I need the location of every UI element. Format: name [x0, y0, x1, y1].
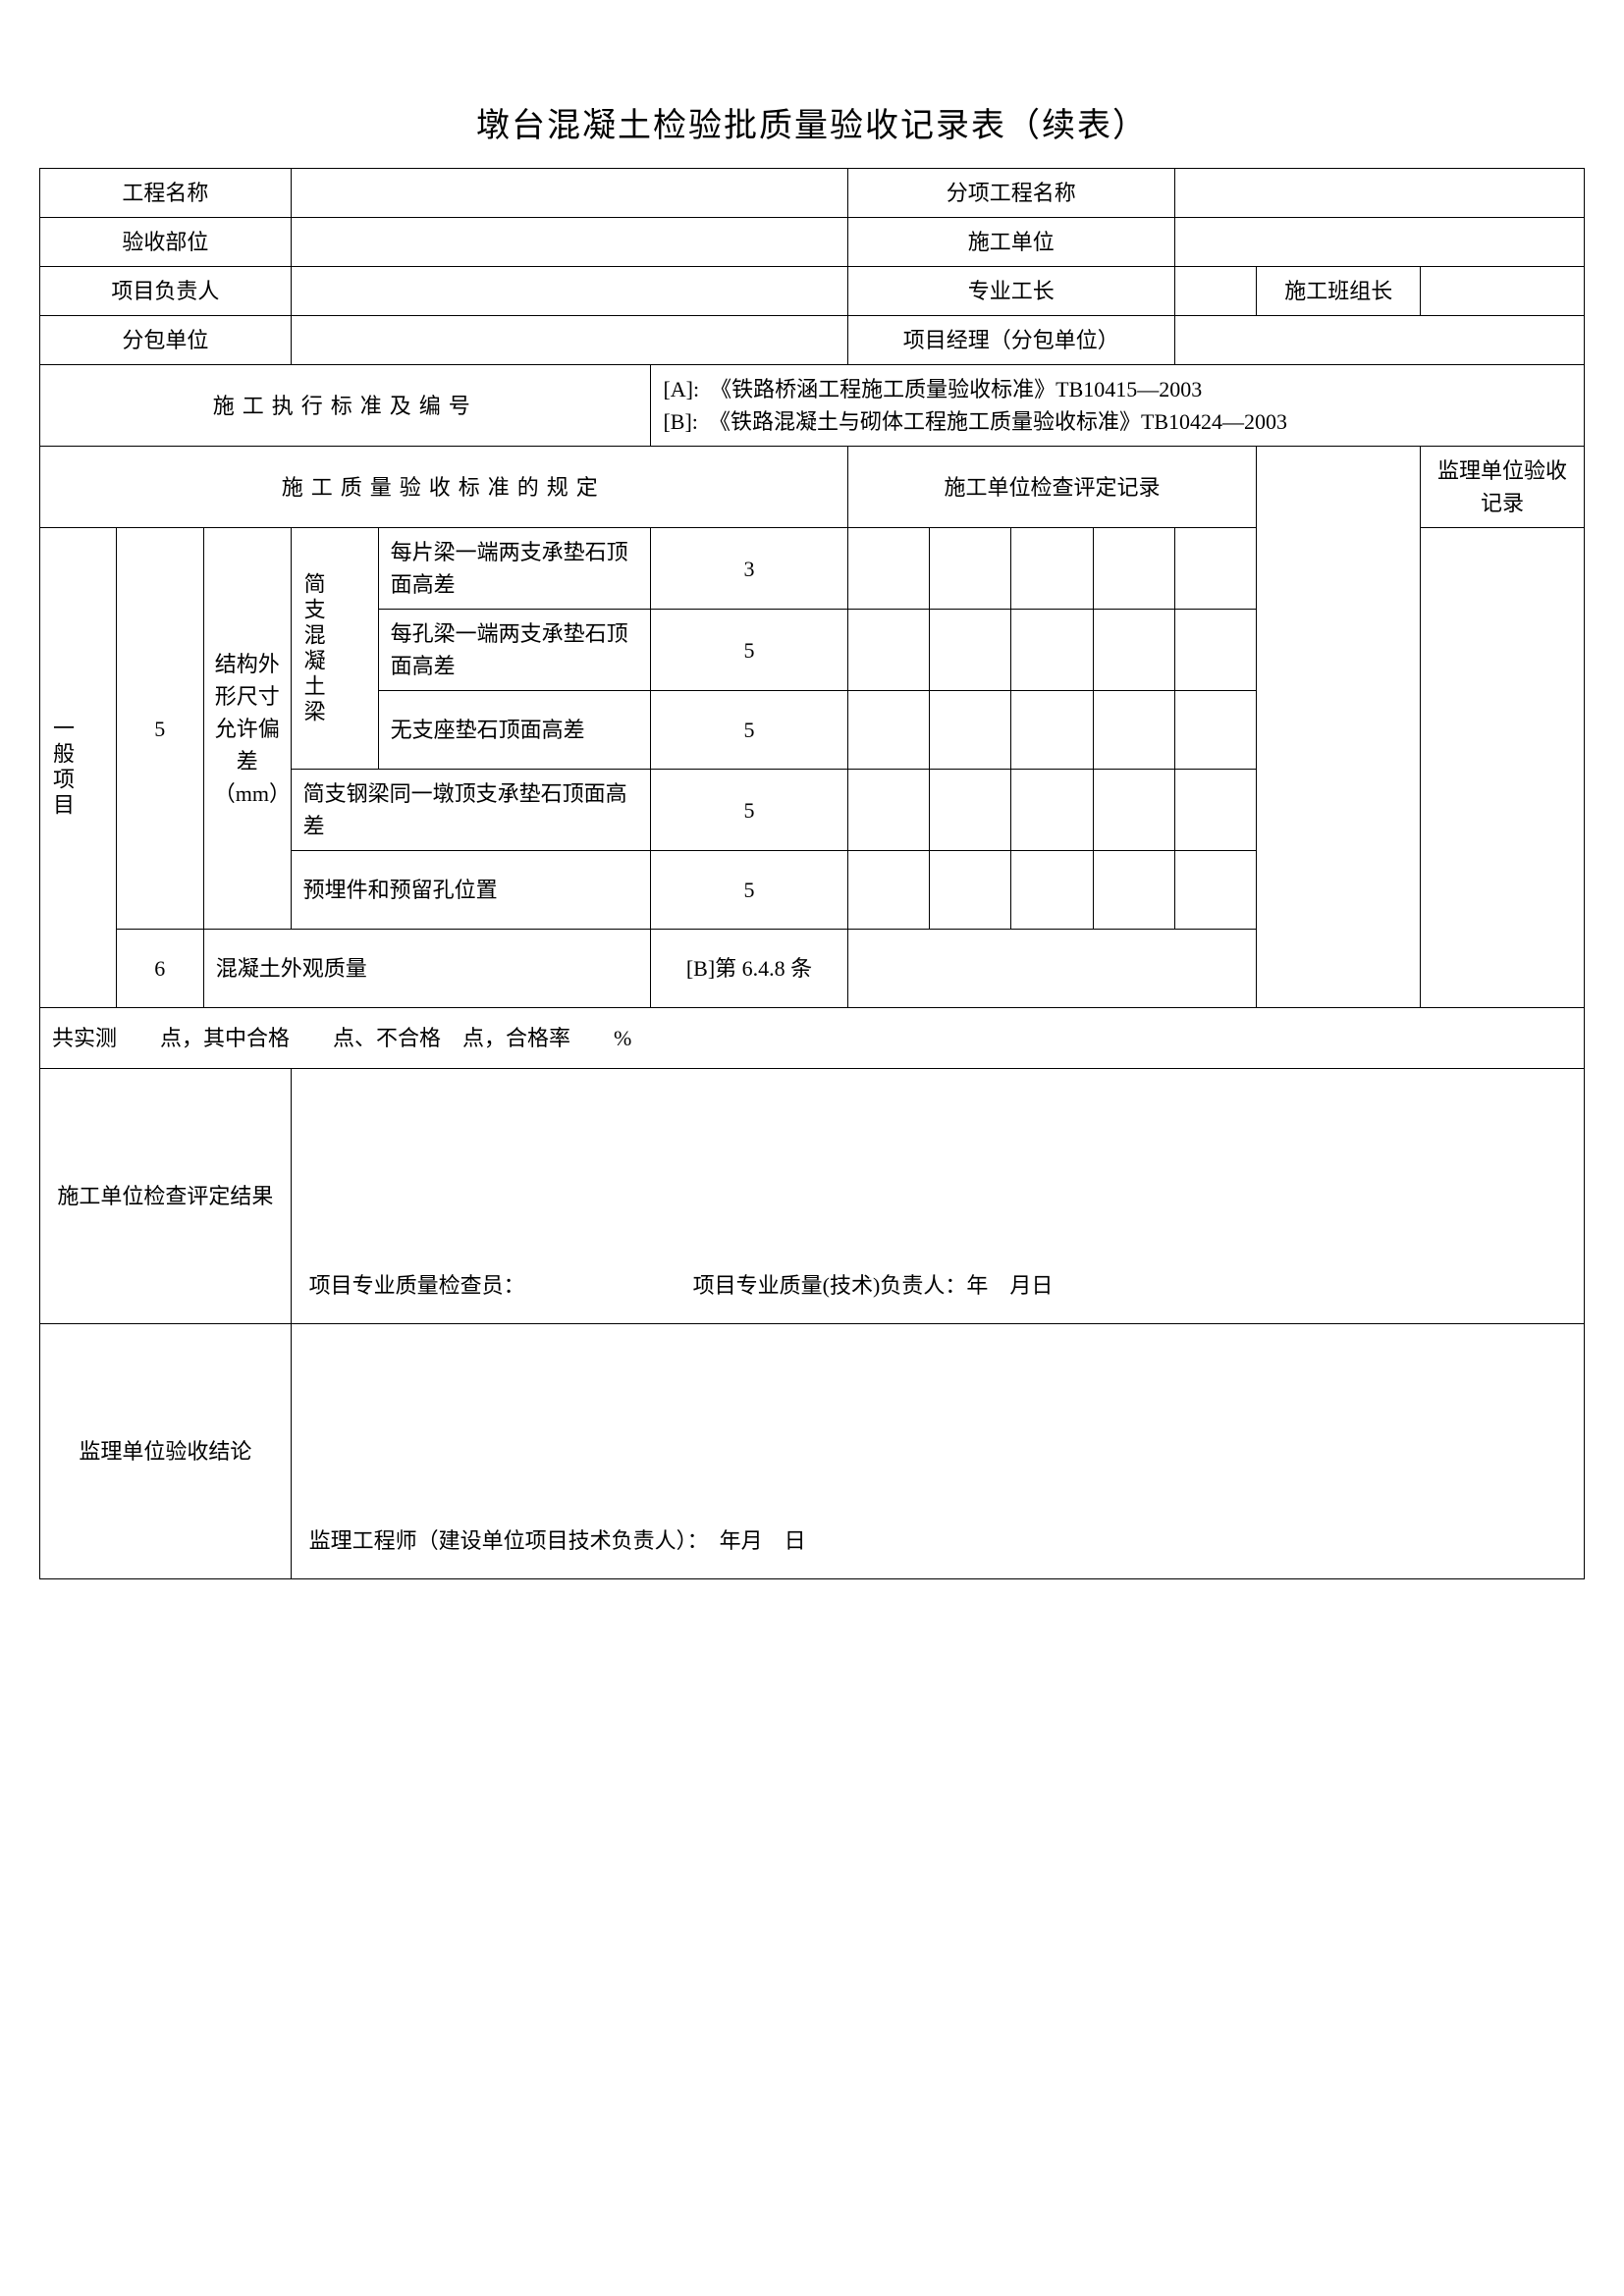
check-5d-5[interactable]: [1175, 770, 1257, 851]
exec-standard-label: 施工执行标准及编号: [40, 365, 651, 447]
project-name-label: 工程名称: [40, 169, 292, 218]
check-5a-3[interactable]: [1011, 528, 1093, 610]
unit-check-inspector: 项目专业质量检查员：: [309, 1273, 525, 1298]
item-5a-val: 3: [651, 528, 847, 610]
check-5c-1[interactable]: [847, 691, 929, 770]
supervisor-conclusion-row: 监理单位验收结论 监理工程师（建设单位项目技术负责人）： 年月 日: [40, 1324, 1585, 1579]
check-5d-4[interactable]: [1093, 770, 1174, 851]
acceptance-part-label: 验收部位: [40, 218, 292, 267]
page-title: 墩台混凝土检验批质量验收记录表（续表）: [39, 98, 1585, 146]
check-5d-3[interactable]: [1011, 770, 1093, 851]
std-b-label: [B]:: [663, 409, 697, 434]
check-5b-1[interactable]: [847, 610, 929, 691]
foreman-value[interactable]: [1175, 267, 1257, 316]
supervisor-conclusion-sig[interactable]: 监理工程师（建设单位项目技术负责人）： 年月 日: [291, 1324, 1584, 1579]
supervisor-record-value[interactable]: [1421, 528, 1585, 1008]
pm-sub-label: 项目经理（分包单位）: [847, 316, 1174, 365]
construction-unit-label: 施工单位: [847, 218, 1174, 267]
check-5c-5[interactable]: [1175, 691, 1257, 770]
supervisor-conclusion-label: 监理单位验收结论: [40, 1324, 292, 1579]
acceptance-part-value[interactable]: [291, 218, 847, 267]
check-5e-1[interactable]: [847, 851, 929, 930]
check-5e-3[interactable]: [1011, 851, 1093, 930]
header-row-4: 分包单位 项目经理（分包单位）: [40, 316, 1585, 365]
check-5c-3[interactable]: [1011, 691, 1093, 770]
supervisor-record-cell[interactable]: [1257, 447, 1421, 1008]
check-5d-2[interactable]: [929, 770, 1010, 851]
item-5-index: 5: [116, 528, 203, 930]
item-5e-desc: 预埋件和预留孔位置: [291, 851, 651, 930]
check-5b-3[interactable]: [1011, 610, 1093, 691]
item-6-ref: [B]第 6.4.8 条: [651, 930, 847, 1008]
item-5b-desc: 每孔梁一端两支承垫石顶面高差: [378, 610, 651, 691]
unit-check-record-header: 施工单位检查评定记录: [847, 447, 1257, 528]
summary-text: 共实测 点，其中合格 点、不合格 点，合格率 %: [40, 1008, 1585, 1069]
check-5e-2[interactable]: [929, 851, 1010, 930]
pm-sub-value[interactable]: [1175, 316, 1585, 365]
item-5d-desc: 简支钢梁同一墩顶支承垫石顶面高差: [291, 770, 651, 851]
check-5a-5[interactable]: [1175, 528, 1257, 610]
team-leader-label: 施工班组长: [1257, 267, 1421, 316]
struct-outer-label: 结构外形尺寸允许偏差（mm）: [203, 528, 291, 930]
check-5a-4[interactable]: [1093, 528, 1174, 610]
check-5d-1[interactable]: [847, 770, 929, 851]
item-5e-val: 5: [651, 851, 847, 930]
team-leader-value[interactable]: [1421, 267, 1585, 316]
check-5a-2[interactable]: [929, 528, 1010, 610]
section-header-row: 施工质量验收标准的规定 施工单位检查评定记录 监理单位验收记录: [40, 447, 1585, 528]
unit-check-leader: 项目专业质量(技术)负责人：年 月日: [693, 1273, 1054, 1298]
unit-check-result-label: 施工单位检查评定结果: [40, 1069, 292, 1324]
check-5e-4[interactable]: [1093, 851, 1174, 930]
unit-check-result-sig[interactable]: 项目专业质量检查员： 项目专业质量(技术)负责人：年 月日: [291, 1069, 1584, 1324]
header-row-3: 项目负责人 专业工长 施工班组长: [40, 267, 1585, 316]
exec-standard-value: [A]: 《铁路桥涵工程施工质量验收标准》TB10415—2003 [B]: 《…: [651, 365, 1585, 447]
check-5b-4[interactable]: [1093, 610, 1174, 691]
summary-row: 共实测 点，其中合格 点、不合格 点，合格率 %: [40, 1008, 1585, 1069]
item-5b-val: 5: [651, 610, 847, 691]
std-a-text: 《铁路桥涵工程施工质量验收标准》TB10415—2003: [721, 377, 1202, 401]
sub-project-label: 分项工程名称: [847, 169, 1174, 218]
simple-concrete-beam-label: 简支混凝土梁: [291, 528, 378, 770]
check-5c-2[interactable]: [929, 691, 1010, 770]
foreman-label: 专业工长: [847, 267, 1174, 316]
sub-project-value[interactable]: [1175, 169, 1585, 218]
unit-check-result-row: 施工单位检查评定结果 项目专业质量检查员： 项目专业质量(技术)负责人：年 月日: [40, 1069, 1585, 1324]
project-leader-value[interactable]: [291, 267, 847, 316]
header-row-2: 验收部位 施工单位: [40, 218, 1585, 267]
check-5a-1[interactable]: [847, 528, 929, 610]
std-a-label: [A]:: [663, 377, 699, 401]
standards-row: 施工执行标准及编号 [A]: 《铁路桥涵工程施工质量验收标准》TB10415—2…: [40, 365, 1585, 447]
project-name-value[interactable]: [291, 169, 847, 218]
construction-unit-value[interactable]: [1175, 218, 1585, 267]
general-items-label: 一般项目: [40, 528, 117, 1008]
supervisor-engineer: 监理工程师（建设单位项目技术负责人）： 年月 日: [309, 1528, 806, 1553]
check-5e-5[interactable]: [1175, 851, 1257, 930]
item-5c-desc: 无支座垫石顶面高差: [378, 691, 651, 770]
check-5b-2[interactable]: [929, 610, 1010, 691]
subcontractor-value[interactable]: [291, 316, 847, 365]
check-5b-5[interactable]: [1175, 610, 1257, 691]
supervisor-record-header: 监理单位验收记录: [1421, 447, 1585, 528]
quality-standard-header: 施工质量验收标准的规定: [40, 447, 848, 528]
item-5d-val: 5: [651, 770, 847, 851]
item-6-desc: 混凝土外观质量: [203, 930, 651, 1008]
item-6-index: 6: [116, 930, 203, 1008]
inspection-table: 工程名称 分项工程名称 验收部位 施工单位 项目负责人 专业工长 施工班组长 分…: [39, 168, 1585, 1579]
item-5c-val: 5: [651, 691, 847, 770]
check-6[interactable]: [847, 930, 1257, 1008]
subcontractor-label: 分包单位: [40, 316, 292, 365]
project-leader-label: 项目负责人: [40, 267, 292, 316]
std-b-text: 《铁路混凝土与砌体工程施工质量验收标准》TB10424—2003: [720, 409, 1287, 434]
header-row-1: 工程名称 分项工程名称: [40, 169, 1585, 218]
item-5a-desc: 每片梁一端两支承垫石顶面高差: [378, 528, 651, 610]
check-5c-4[interactable]: [1093, 691, 1174, 770]
